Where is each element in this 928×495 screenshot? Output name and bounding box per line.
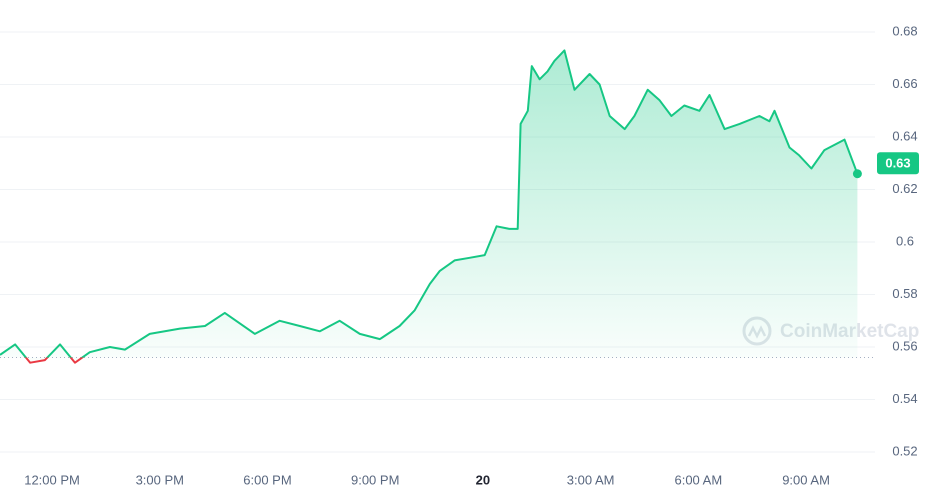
x-tick-label: 12:00 PM	[24, 472, 80, 487]
y-tick-label: 0.6	[896, 233, 914, 248]
x-tick-label: 9:00 PM	[351, 472, 399, 487]
x-tick-label: 20	[476, 472, 490, 487]
y-tick-label: 0.54	[892, 391, 917, 406]
x-tick-label: 6:00 AM	[674, 472, 722, 487]
y-tick-label: 0.64	[892, 128, 917, 143]
y-tick-label: 0.62	[892, 181, 917, 196]
price-line	[0, 49, 859, 364]
x-tick-label: 6:00 PM	[243, 472, 291, 487]
price-badge	[877, 152, 919, 175]
y-tick-label: 0.68	[892, 23, 917, 38]
price-area	[0, 50, 858, 363]
x-tick-label: 3:00 PM	[136, 472, 184, 487]
x-tick-label: 9:00 AM	[782, 472, 830, 487]
y-tick-label: 0.58	[892, 286, 917, 301]
last-point	[852, 169, 862, 179]
y-tick-label: 0.66	[892, 76, 917, 91]
x-tick-label: 3:00 AM	[567, 472, 615, 487]
y-tick-label: 0.56	[892, 338, 917, 353]
y-tick-label: 0.52	[892, 443, 917, 458]
price-badge-label: 0.63	[885, 156, 910, 171]
